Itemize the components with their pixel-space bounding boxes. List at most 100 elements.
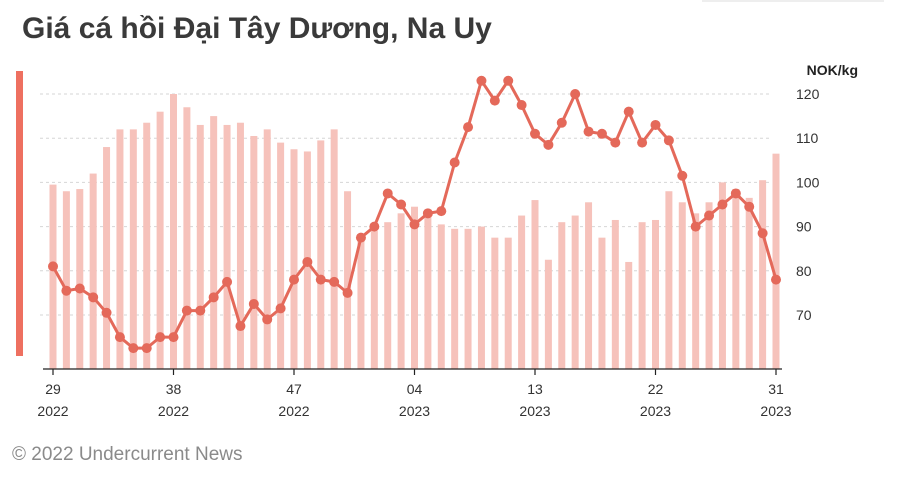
data-point [88,292,99,303]
x-tick-year: 2022 [158,403,189,419]
y-unit-label: NOK/kg [807,62,858,78]
y-axis: 70 80 90 100 110 120 [796,86,820,323]
data-point [704,210,715,221]
data-point [289,274,299,285]
x-tick-year: 2022 [278,403,309,419]
x-tick-year: 2022 [37,403,68,419]
data-point [771,274,781,285]
data-point [74,283,85,294]
data-point [342,287,353,298]
bar [210,116,218,369]
y-tick-label: 70 [796,307,812,323]
data-point [596,128,607,139]
data-point [556,117,567,128]
data-point [422,208,433,219]
data-point [503,75,514,86]
bar [558,222,566,369]
data-point [61,285,72,296]
bar [531,200,539,369]
data-point [530,128,540,139]
data-point [114,332,125,343]
data-point [141,343,152,354]
bar [236,122,244,369]
bar [317,140,325,369]
data-point [476,75,487,86]
x-tick-week: 13 [527,381,543,397]
bar [357,235,365,369]
bar [665,191,673,369]
bar [183,107,191,369]
data-point [436,206,447,217]
data-point [516,100,527,111]
bar [678,202,686,369]
bar [625,261,633,369]
data-point [543,139,554,150]
data-point [262,314,273,325]
bar [344,191,352,369]
bar [504,237,512,369]
data-point [128,343,139,354]
accent-bar [16,71,23,356]
data-point [248,298,259,309]
bar [49,184,57,369]
data-point [275,303,286,314]
bar [370,231,378,369]
data-point [235,321,246,332]
bar [464,228,472,369]
data-point [449,157,460,168]
data-point [650,119,661,130]
bar [718,182,726,369]
bar [424,213,432,369]
y-tick-label: 80 [796,263,812,279]
bar [76,189,84,369]
bar [397,213,405,369]
x-tick-week: 29 [45,381,61,397]
data-point [583,126,594,137]
bar [638,222,646,369]
bar [250,135,258,369]
data-point [382,188,393,199]
data-point [181,305,192,316]
data-point [315,274,326,285]
bar [129,129,137,369]
data-point [744,201,755,212]
bar [571,215,579,369]
data-point [489,95,500,106]
bar [223,124,231,369]
x-tick-year: 2023 [519,403,550,419]
data-point [168,332,179,343]
bar [585,202,593,369]
bar [451,228,459,369]
data-point [396,199,407,210]
bar-series [49,94,780,370]
bar [143,122,151,369]
bar [598,237,606,369]
data-point [409,219,420,230]
bar [89,173,97,369]
data-point [677,170,688,181]
bar [652,219,659,369]
x-tick-week: 04 [407,381,423,397]
bar [705,202,713,369]
data-point [610,137,621,148]
data-point [690,221,701,232]
bar [745,197,753,369]
y-tick-label: 120 [796,86,820,102]
x-tick-week: 47 [286,381,302,397]
data-point [717,199,728,210]
bar [103,147,111,369]
x-tick-year: 2023 [399,403,430,419]
bar [732,189,740,369]
bar [196,124,204,369]
bar [384,222,392,369]
bar [330,129,338,369]
data-point [355,232,366,243]
y-tick-label: 110 [796,130,819,146]
data-point [757,228,768,239]
data-point [637,137,648,148]
data-point [155,332,166,343]
bar [544,259,552,369]
data-point [48,261,58,272]
bar [759,180,767,369]
